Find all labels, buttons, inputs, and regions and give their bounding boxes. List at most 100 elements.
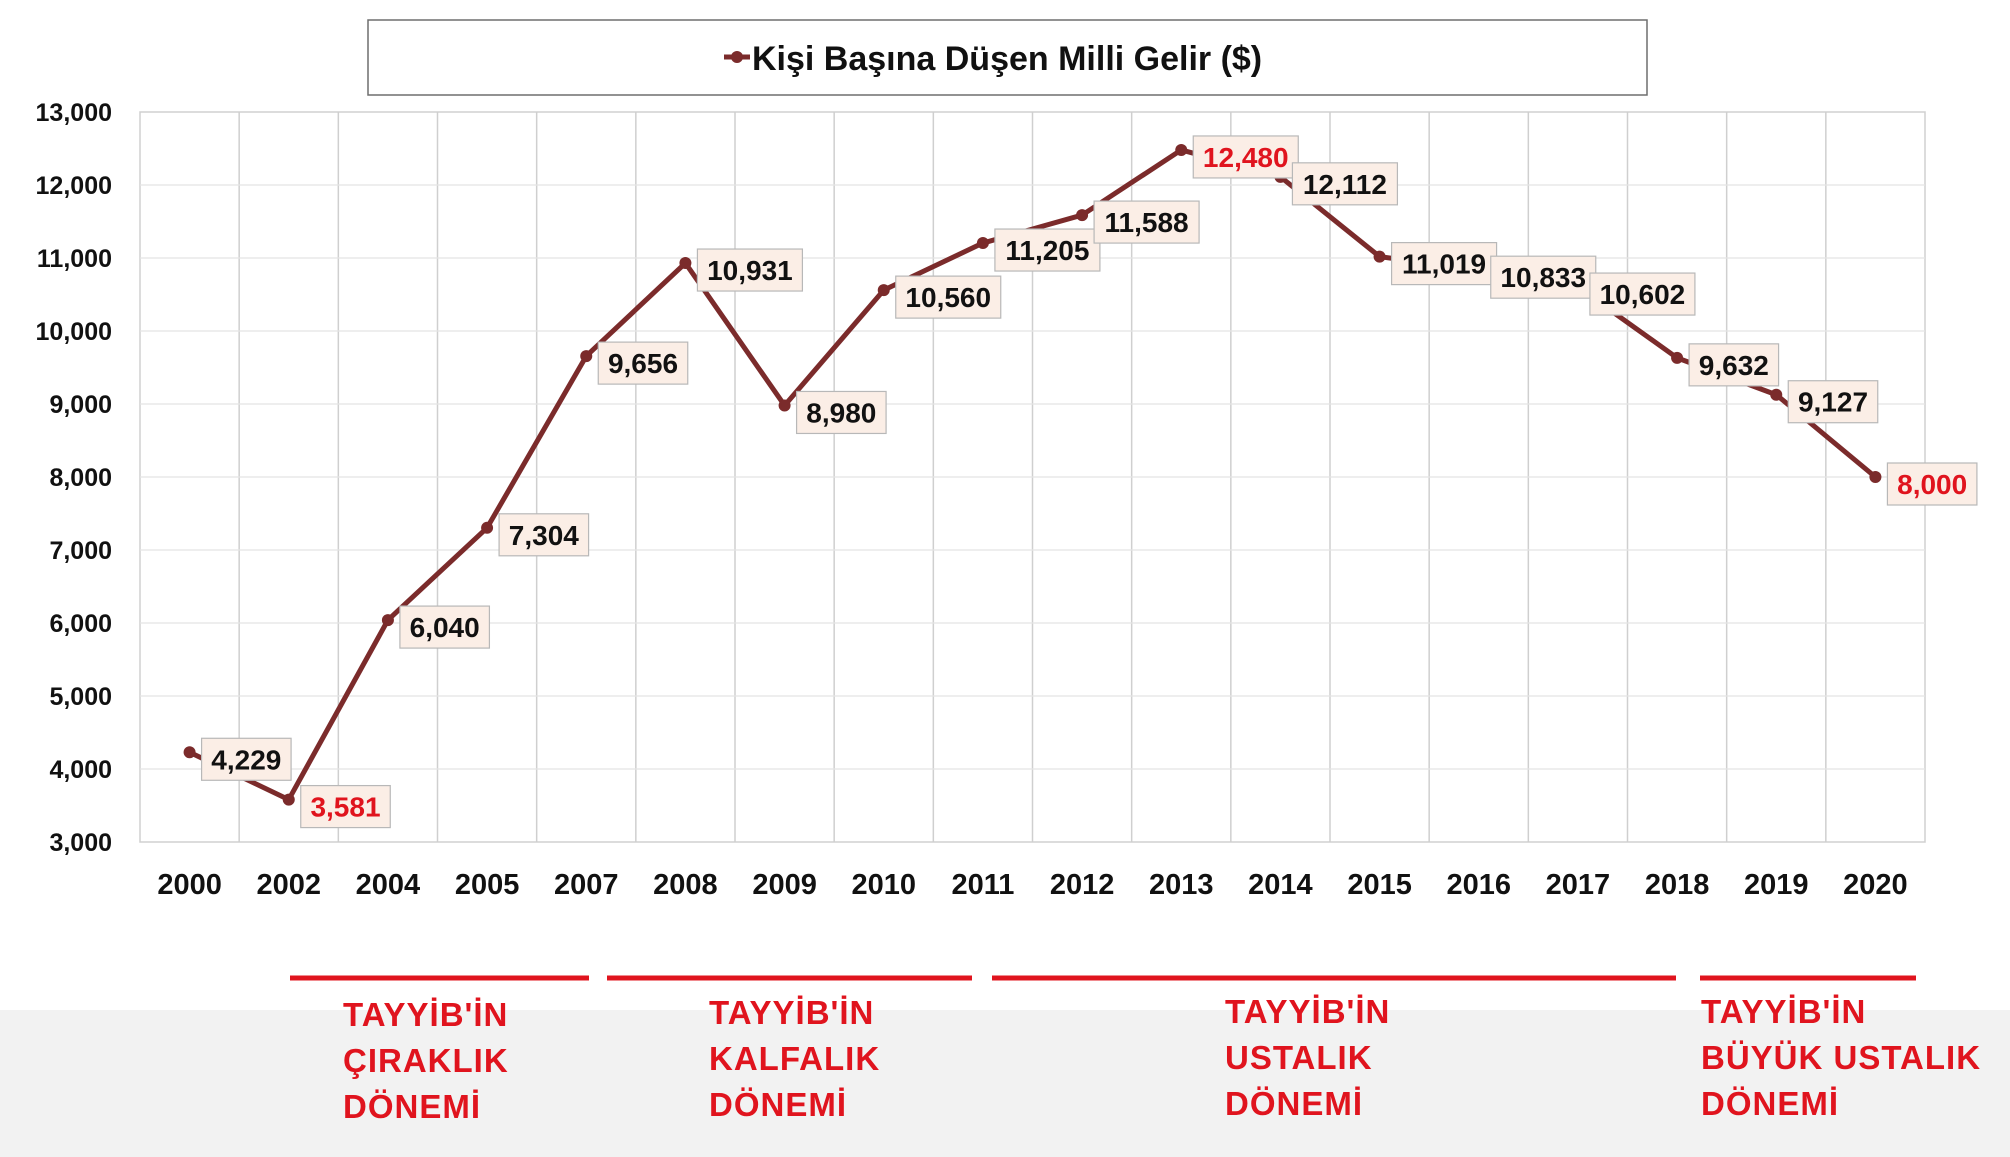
x-tick-label: 2011 [951, 869, 1014, 901]
data-label-text: 3,581 [310, 792, 380, 823]
x-tick-label: 2014 [1248, 869, 1313, 901]
data-label-text: 12,480 [1203, 142, 1289, 173]
y-tick-label: 12,000 [36, 172, 112, 200]
data-label: 10,833 [1490, 255, 1597, 299]
x-tick-label: 2012 [1050, 869, 1115, 901]
data-labels: 4,229 3,581 6,040 7,304 9,656 10,931 8,980 10,5… [200, 135, 1978, 829]
data-label: 11,019 [1390, 242, 1498, 286]
period-label-line: ÇIRAKLIK [343, 1042, 509, 1079]
data-label: 11,205 [994, 228, 1101, 272]
data-label-text: 12,112 [1303, 169, 1387, 200]
data-label-box [200, 737, 292, 781]
data-label-box [1093, 200, 1200, 244]
data-point-marker [183, 746, 196, 759]
data-point-marker [877, 284, 890, 297]
data-label: 12,112 [1291, 162, 1399, 206]
data-label-box [895, 275, 1002, 319]
x-tick-label: 2010 [851, 869, 916, 901]
data-point-marker [1373, 250, 1386, 263]
data-label-text: 6,040 [410, 612, 480, 643]
data-point-marker [282, 793, 295, 806]
data-label-box [1192, 135, 1299, 179]
y-tick-label: 13,000 [36, 99, 112, 127]
data-label-box [1390, 242, 1498, 286]
y-tick-label: 3,000 [49, 829, 112, 857]
x-tick-label: 2015 [1347, 869, 1412, 901]
period-label-ciraklik: TAYYİB'İN ÇIRAKLIK DÖNEMİ [343, 992, 509, 1130]
data-label-box [498, 513, 590, 557]
y-axis-ticks: 3,000 4,000 5,000 6,000 7,000 8,000 9,000 10,00… [36, 99, 112, 857]
data-point-marker [679, 257, 692, 270]
data-point-marker [1869, 471, 1882, 483]
period-label-buyuk-ustalik: TAYYİB'İN BÜYÜK USTALIK DÖNEMİ [1701, 989, 1981, 1127]
data-label-text: 10,602 [1600, 279, 1686, 310]
y-tick-label: 7,000 [49, 537, 112, 565]
period-label-line: TAYYİB'İN [343, 996, 509, 1033]
data-label: 6,040 [399, 605, 491, 649]
y-tick-label: 8,000 [49, 464, 112, 492]
data-label: 9,656 [597, 341, 689, 385]
x-tick-label: 2018 [1645, 869, 1710, 901]
period-label-line: DÖNEMİ [1225, 1085, 1363, 1122]
data-label-text: 10,833 [1500, 262, 1586, 293]
x-tick-label: 2002 [256, 869, 321, 901]
x-tick-label: 2005 [455, 869, 520, 901]
x-tick-label: 2013 [1149, 869, 1214, 901]
period-label-line: BÜYÜK USTALIK [1701, 1039, 1982, 1076]
data-point-marker [1671, 351, 1684, 364]
data-point-marker [1770, 388, 1783, 401]
x-tick-label: 2017 [1546, 869, 1611, 901]
period-label-line: TAYYİB'İN [709, 994, 875, 1031]
period-label-line: DÖNEMİ [1701, 1085, 1839, 1122]
data-label: 3,581 [300, 784, 391, 829]
data-label: 9,632 [1688, 343, 1780, 387]
data-label-box [1291, 162, 1399, 206]
data-label: 8,980 [795, 390, 887, 435]
data-label-box [1490, 255, 1597, 299]
x-tick-label: 2004 [356, 869, 421, 901]
data-point-marker [976, 237, 989, 250]
period-label-line: DÖNEMİ [709, 1086, 847, 1123]
data-label-box [399, 605, 491, 649]
data-label-text: 7,304 [509, 520, 579, 551]
data-label: 9,127 [1787, 380, 1879, 424]
data-label-box [597, 341, 689, 385]
data-label-text: 11,205 [1005, 235, 1089, 266]
x-tick-label: 2019 [1744, 869, 1809, 901]
x-tick-label: 2000 [157, 869, 222, 901]
data-label-text: 10,560 [905, 282, 991, 313]
data-label: 8,000 [1886, 462, 1978, 506]
y-tick-label: 6,000 [49, 610, 112, 638]
x-tick-label: 2008 [653, 869, 718, 901]
legend-marker-icon [731, 51, 743, 63]
data-point-marker [481, 521, 494, 534]
data-label-text: 11,588 [1105, 207, 1189, 238]
data-label: 10,560 [895, 275, 1002, 319]
period-label-line: USTALIK [1225, 1039, 1373, 1076]
data-label-text: 9,656 [608, 348, 678, 379]
period-label-line: DÖNEMİ [343, 1088, 481, 1125]
data-label-box [696, 248, 804, 292]
data-point-marker [1076, 209, 1089, 222]
data-label-text: 11,019 [1402, 249, 1486, 280]
data-label: 11,588 [1093, 200, 1200, 244]
data-label-box [300, 784, 391, 829]
data-label: 4,229 [200, 737, 292, 781]
data-label-text: 8,000 [1897, 469, 1967, 500]
period-label-ustalik: TAYYİB'İN USTALIK DÖNEMİ [1225, 989, 1390, 1127]
data-label: 12,480 [1192, 135, 1299, 179]
period-label-line: KALFALIK [709, 1040, 881, 1077]
data-label-text: 9,127 [1798, 387, 1868, 418]
x-tick-label: 2016 [1446, 869, 1511, 901]
data-label-box [795, 390, 887, 435]
data-point-marker [778, 399, 791, 412]
data-label: 10,602 [1589, 272, 1696, 316]
legend: Kişi Başına Düşen Milli Gelir ($) [367, 19, 1648, 96]
period-label-line: TAYYİB'İN [1701, 993, 1867, 1030]
data-label-text: 10,931 [707, 255, 793, 286]
y-tick-label: 4,000 [49, 756, 112, 784]
data-label-box [1589, 272, 1696, 316]
x-axis-ticks: 2000 2002 2004 2005 2007 2008 2009 2010 2011 2012… [157, 869, 1907, 901]
x-tick-label: 2007 [554, 869, 619, 901]
